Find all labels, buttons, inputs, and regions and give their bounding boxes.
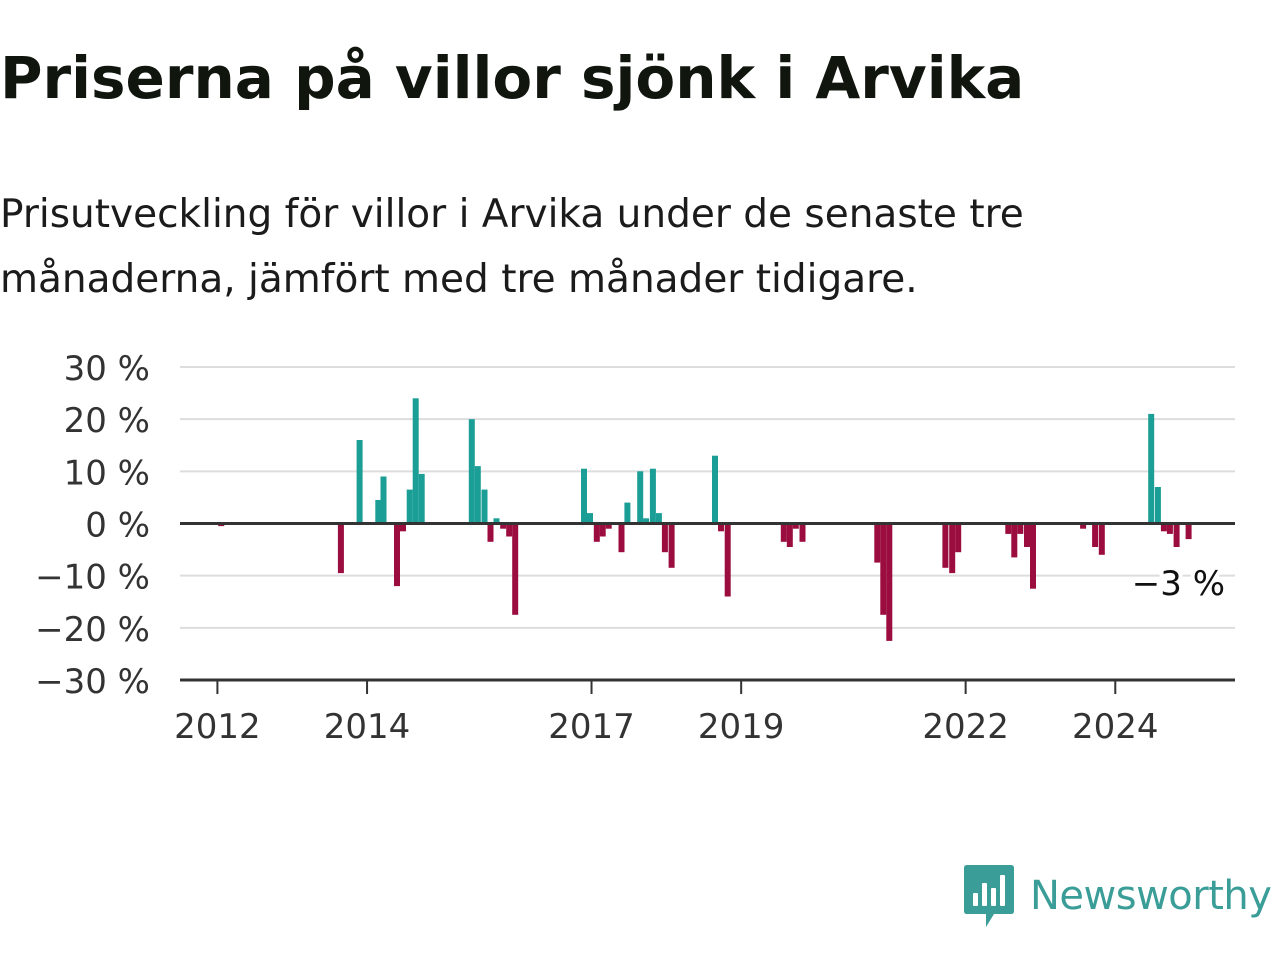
chart-bar xyxy=(605,523,612,529)
chart-bar xyxy=(500,523,507,529)
chart-bar xyxy=(506,523,513,537)
bar-chart-speech-bubble-icon xyxy=(964,865,1014,927)
chart-bar xyxy=(474,466,481,524)
chart-bar xyxy=(487,523,494,542)
x-tick-label: 2012 xyxy=(174,707,261,747)
chart-bar xyxy=(624,502,631,524)
chart-bar xyxy=(668,523,675,568)
x-tick-label: 2022 xyxy=(922,707,1009,747)
chart-bar xyxy=(406,489,413,524)
chart-bar xyxy=(718,523,724,532)
chart-bar xyxy=(356,440,363,524)
chart-bar xyxy=(587,513,593,524)
y-tick-label: −20 % xyxy=(35,610,150,650)
chart-bar xyxy=(661,523,668,553)
bars xyxy=(218,398,1192,641)
x-axis-tick-labels: 2012 2014 2017 2019 2022 2024 xyxy=(174,707,1158,747)
chart-bar xyxy=(955,523,962,553)
chart-bar xyxy=(942,523,949,568)
chart-bar xyxy=(949,523,956,574)
chart-bar xyxy=(1166,523,1173,534)
brand-name: Newsworthy xyxy=(1030,873,1272,919)
x-tick-label: 2017 xyxy=(548,707,635,747)
page-title: Priserna på villor sjönk i Arvika xyxy=(0,44,1025,112)
brand-logo: Newsworthy xyxy=(964,864,1272,928)
chart-bar xyxy=(512,523,519,615)
chart-bar xyxy=(637,471,644,524)
chart-bar xyxy=(394,523,400,587)
chart-bar xyxy=(1160,523,1167,532)
chart-bar xyxy=(400,523,406,532)
chart-bar xyxy=(375,500,382,524)
axes xyxy=(180,522,1235,694)
chart-bar xyxy=(880,523,887,615)
chart-bar xyxy=(1080,523,1087,529)
chart-bar xyxy=(493,518,500,524)
chart-bar xyxy=(643,518,650,524)
chart-bar xyxy=(724,523,731,597)
chart-bar xyxy=(1098,523,1105,555)
annotations: −3 % xyxy=(1128,560,1229,608)
chart-bar xyxy=(468,419,475,524)
bar-chart: 30 %20 %10 %0 %−10 %−20 %−30 % 2012 2014 2… xyxy=(35,349,1235,747)
chart-bar xyxy=(1154,487,1161,524)
y-tick-label: 10 % xyxy=(64,453,150,493)
chart-bar xyxy=(1148,413,1155,524)
y-tick-label: −30 % xyxy=(35,662,150,702)
chart-bar xyxy=(1005,523,1012,534)
y-tick-label: 30 % xyxy=(64,349,150,389)
chart-bar xyxy=(1024,523,1030,547)
chart-bar xyxy=(799,523,806,542)
chart-bar xyxy=(712,455,718,524)
y-tick-label: 20 % xyxy=(64,401,150,441)
y-axis-tick-labels: 30 % 20 % 10 % 0 % −10 % −20 % −30 % xyxy=(35,349,150,702)
chart-bar xyxy=(1030,523,1036,589)
chart-bar xyxy=(337,523,344,574)
chart-bar xyxy=(1173,523,1180,547)
chart-bar xyxy=(1185,523,1192,540)
page-subtitle: Prisutveckling för villor i Arvika under… xyxy=(0,192,1024,302)
chart-bar xyxy=(780,523,787,542)
chart-bar xyxy=(874,523,881,563)
y-tick-label: −10 % xyxy=(35,558,150,598)
chart-bar xyxy=(886,523,893,641)
grid-lines xyxy=(180,366,1235,629)
chart-bar xyxy=(786,523,793,547)
y-tick-label: 0 % xyxy=(85,506,150,546)
x-tick-label: 2024 xyxy=(1072,707,1159,747)
x-tick-label: 2019 xyxy=(698,707,785,747)
chart-bar xyxy=(581,468,587,524)
chart-bar xyxy=(792,523,799,529)
chart-bar xyxy=(1017,523,1024,534)
chart-bar xyxy=(380,476,387,524)
chart-bar xyxy=(1011,523,1018,558)
chart-bar xyxy=(418,473,425,524)
chart-bar xyxy=(481,489,488,524)
chart-bar xyxy=(412,398,419,524)
chart-bar xyxy=(655,513,662,524)
x-tick-label: 2014 xyxy=(324,707,411,747)
chart-bar xyxy=(649,468,656,524)
chart-bar xyxy=(618,523,625,553)
last-value-label: −3 % xyxy=(1132,564,1225,604)
chart-bar xyxy=(599,523,606,537)
chart-bar xyxy=(593,523,600,542)
chart-bar xyxy=(1092,523,1099,547)
